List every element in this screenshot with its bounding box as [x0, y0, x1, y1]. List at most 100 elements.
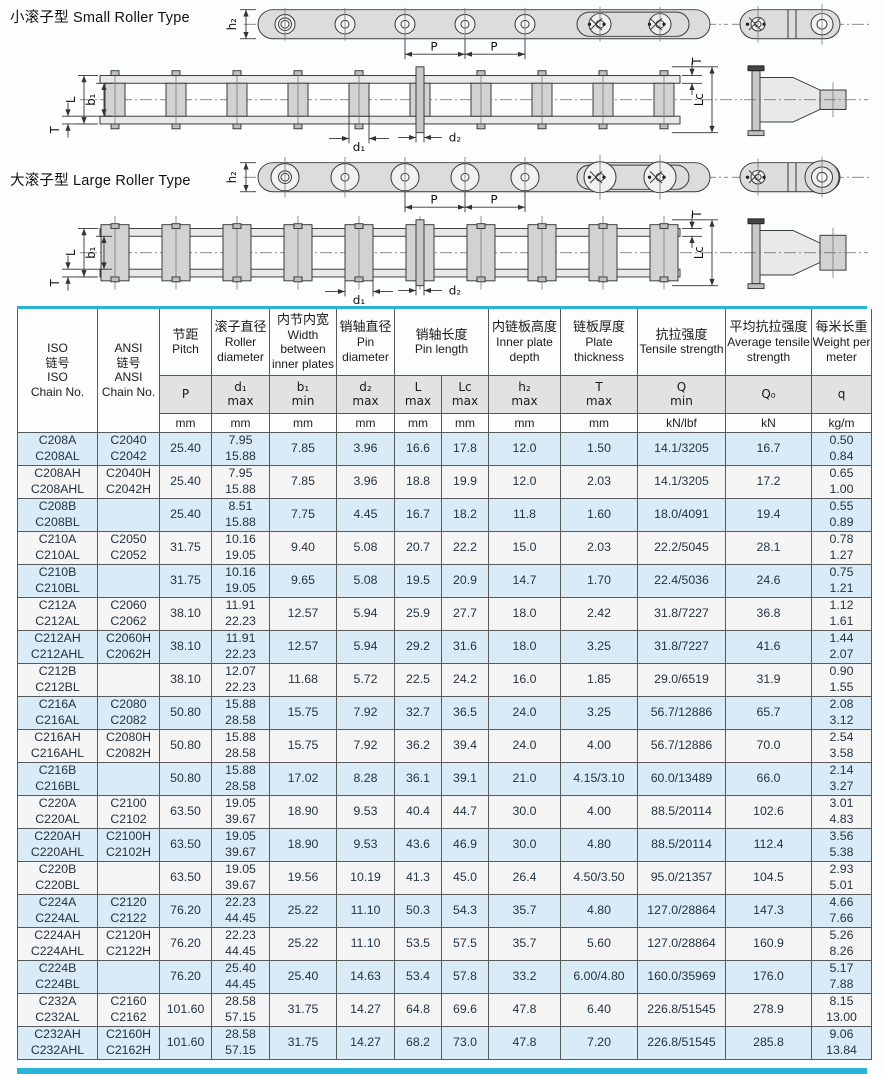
large-roller-type-label: 大滚子型 Large Roller Type	[10, 173, 191, 189]
cell-d1: 15.88 28.58	[211, 695, 270, 730]
cell-q: 14.1/3205	[637, 431, 726, 466]
cell-lc: 20.9	[441, 563, 489, 598]
cell-q0: 24.6	[725, 563, 812, 598]
cell-ansi	[97, 860, 160, 895]
cell-wt: 1.44 2.07	[811, 629, 872, 664]
table-row: C216B C216BL 50.80 15.88 28.58 17.02 8.28 36.1 3…	[17, 761, 872, 796]
header-pin-length: 销轴长度 Pin length	[394, 309, 489, 376]
cell-d2: 7.92	[336, 728, 395, 763]
cell-h2: 35.7	[488, 893, 561, 928]
cell-h2: 47.8	[488, 1025, 561, 1060]
cell-ansi	[97, 761, 160, 796]
cell-lc: 31.6	[441, 629, 489, 664]
header-inner-width: 内节内宽 Width between inner plates	[269, 309, 337, 376]
cell-wt: 2.08 3.12	[811, 695, 872, 730]
cell-d1: 12.07 22.23	[211, 662, 270, 697]
cell-b1: 7.85	[269, 464, 337, 499]
cell-l: 68.2	[394, 1025, 442, 1060]
cell-p: 101.60	[159, 992, 212, 1027]
cell-q: 127.0/28864	[637, 893, 726, 928]
header-pitch: 节距 Pitch	[159, 309, 212, 376]
dim-label: b₁	[84, 93, 98, 105]
symbol-b1: b₁ min	[269, 374, 337, 414]
cell-wt: 2.93 5.01	[811, 860, 872, 895]
header-row-names: ISO 链号 ISO Chain No. ANSI 链号 ANSI Chain No. 节距 Pi…	[17, 309, 872, 433]
dim-label: h₂	[225, 171, 239, 183]
table-row: C210A C210AL C2050 C2052 31.75 10.16 19.05 9.40…	[17, 530, 872, 565]
chain-spec-table: ISO 链号 ISO Chain No. ANSI 链号 ANSI Chain No. 节距 Pi…	[17, 309, 872, 1060]
cell-wt: 2.14 3.27	[811, 761, 872, 796]
cell-q0: 160.9	[725, 926, 812, 961]
dim-label: d₁	[353, 293, 366, 306]
cell-p: 76.20	[159, 893, 212, 928]
cell-ansi: C2100 C2102	[97, 794, 160, 829]
unit-h2: mm	[488, 412, 561, 433]
cell-b1: 15.75	[269, 728, 337, 763]
cell-d2: 7.92	[336, 695, 395, 730]
cell-h2: 26.4	[488, 860, 561, 895]
cell-h2: 11.8	[488, 497, 561, 532]
cell-h2: 24.0	[488, 728, 561, 763]
cell-d1: 7.95 15.88	[211, 431, 270, 466]
cell-iso: C220B C220BL	[17, 860, 98, 895]
cell-lc: 73.0	[441, 1025, 489, 1060]
table-head: ISO 链号 ISO Chain No. ANSI 链号 ANSI Chain No. 节距 Pi…	[17, 309, 872, 433]
cell-h2: 12.0	[488, 431, 561, 466]
dim-label: T	[690, 57, 704, 66]
cell-b1: 18.90	[269, 827, 337, 862]
cell-iso: C224AH C224AHL	[17, 926, 98, 961]
cell-l: 36.2	[394, 728, 442, 763]
cell-d2: 11.10	[336, 926, 395, 961]
table-row: C224AH C224AHL C2120H C2122H 76.20 22.23 44.45…	[17, 926, 872, 961]
cell-t: 4.50/3.50	[560, 860, 638, 895]
cell-d1: 8.51 15.88	[211, 497, 270, 532]
cell-l: 53.4	[394, 959, 442, 994]
cell-h2: 15.0	[488, 530, 561, 565]
cell-h2: 14.7	[488, 563, 561, 598]
dim-label: T	[690, 210, 704, 219]
dim-label: Lc	[692, 246, 706, 259]
unit-lc: mm	[441, 412, 489, 433]
dim-label: Lc	[692, 93, 706, 106]
cell-iso: C232AH C232AHL	[17, 1025, 98, 1060]
cell-q0: 278.9	[725, 992, 812, 1027]
cell-t: 3.25	[560, 629, 638, 664]
cell-q: 14.1/3205	[637, 464, 726, 499]
unit-t: mm	[560, 412, 638, 433]
cell-wt: 5.17 7.88	[811, 959, 872, 994]
cell-b1: 9.40	[269, 530, 337, 565]
cell-d2: 8.28	[336, 761, 395, 796]
cell-lc: 39.1	[441, 761, 489, 796]
cell-q: 29.0/6519	[637, 662, 726, 697]
cell-iso: C216A C216AL	[17, 695, 98, 730]
cell-q0: 66.0	[725, 761, 812, 796]
symbol-q0: Q₀	[725, 374, 812, 414]
cell-b1: 19.56	[269, 860, 337, 895]
cell-iso: C224B C224BL	[17, 959, 98, 994]
cell-d1: 11.91 22.23	[211, 596, 270, 631]
unit-d1: mm	[211, 412, 270, 433]
cell-iso: C212AH C212AHL	[17, 629, 98, 664]
cell-t: 2.03	[560, 464, 638, 499]
cell-b1: 7.85	[269, 431, 337, 466]
cell-p: 63.50	[159, 827, 212, 862]
cell-q0: 19.4	[725, 497, 812, 532]
dim-label: P	[430, 40, 437, 54]
table-row: C212A C212AL C2060 C2062 38.10 11.91 22.23 12.5…	[17, 596, 872, 631]
cell-d2: 5.08	[336, 563, 395, 598]
symbol-h2: h₂ max	[488, 374, 561, 414]
cell-b1: 31.75	[269, 1025, 337, 1060]
symbol-d1: d₁ max	[211, 374, 270, 414]
cell-d1: 10.16 19.05	[211, 530, 270, 565]
cell-iso: C210B C210BL	[17, 563, 98, 598]
dim-label: d₁	[353, 140, 366, 153]
cell-wt: 2.54 3.58	[811, 728, 872, 763]
cell-q: 22.2/5045	[637, 530, 726, 565]
cell-b1: 7.75	[269, 497, 337, 532]
cell-t: 3.25	[560, 695, 638, 730]
cell-wt: 3.01 4.83	[811, 794, 872, 829]
cell-lc: 54.3	[441, 893, 489, 928]
cell-wt: 0.55 0.89	[811, 497, 872, 532]
